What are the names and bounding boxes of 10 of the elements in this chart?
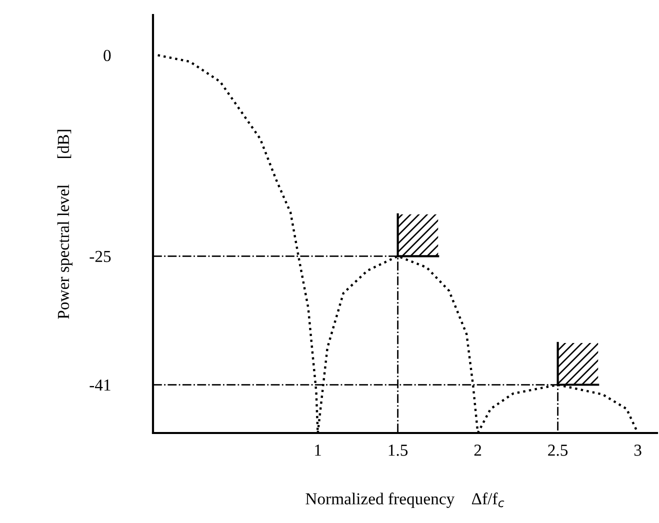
x-axis-title: Normalized frequency Δf/f$_{c}$ — [306, 492, 504, 508]
x-tick-label: 1.5 — [388, 444, 408, 456]
y-axis-title: Power spectral level [dB] — [57, 130, 72, 319]
y-tick-label: -25 — [90, 250, 111, 262]
y-tick-label: -41 — [90, 380, 110, 391]
x-tick-label: 2.5 — [548, 444, 568, 456]
x-tick-label: 2 — [474, 444, 482, 456]
x-tick-label: 3 — [634, 444, 642, 456]
y-tick-label: 0 — [104, 50, 111, 62]
x-tick-label: 1 — [315, 444, 321, 456]
